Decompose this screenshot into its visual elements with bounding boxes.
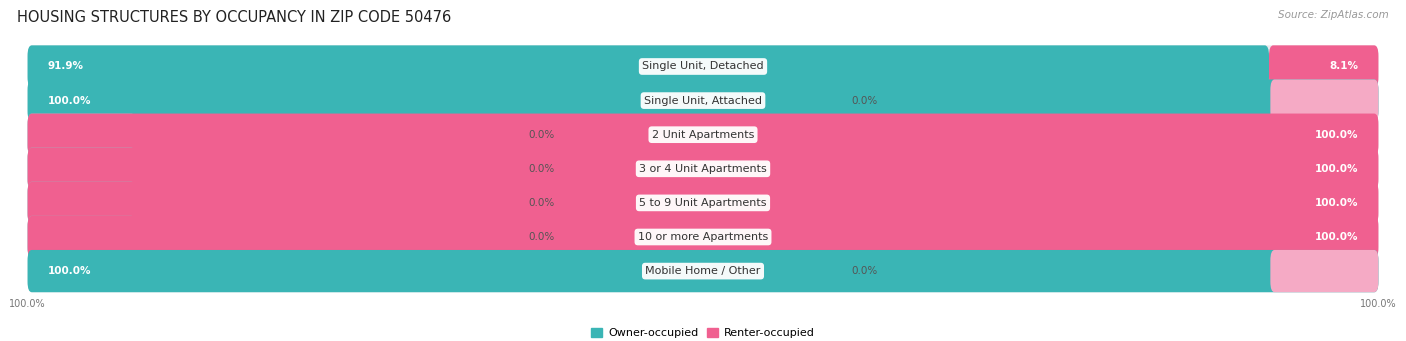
- Text: Single Unit, Attached: Single Unit, Attached: [644, 95, 762, 106]
- FancyBboxPatch shape: [28, 250, 1378, 292]
- Text: 10 or more Apartments: 10 or more Apartments: [638, 232, 768, 242]
- FancyBboxPatch shape: [28, 114, 1378, 156]
- FancyBboxPatch shape: [28, 216, 1378, 258]
- FancyBboxPatch shape: [28, 216, 1378, 258]
- FancyBboxPatch shape: [28, 79, 1378, 122]
- FancyBboxPatch shape: [28, 182, 1378, 224]
- FancyBboxPatch shape: [28, 148, 1378, 190]
- Text: Single Unit, Detached: Single Unit, Detached: [643, 61, 763, 72]
- Text: 0.0%: 0.0%: [852, 266, 877, 276]
- FancyBboxPatch shape: [28, 114, 135, 156]
- Text: 0.0%: 0.0%: [529, 198, 554, 208]
- Text: 0.0%: 0.0%: [529, 164, 554, 174]
- Text: 100.0%: 100.0%: [1315, 198, 1358, 208]
- Text: 100.0%: 100.0%: [48, 95, 91, 106]
- Text: Mobile Home / Other: Mobile Home / Other: [645, 266, 761, 276]
- FancyBboxPatch shape: [28, 45, 1378, 88]
- Text: 0.0%: 0.0%: [529, 232, 554, 242]
- FancyBboxPatch shape: [28, 216, 135, 258]
- FancyBboxPatch shape: [28, 148, 135, 190]
- Text: 0.0%: 0.0%: [852, 95, 877, 106]
- FancyBboxPatch shape: [1271, 250, 1378, 292]
- Text: 3 or 4 Unit Apartments: 3 or 4 Unit Apartments: [640, 164, 766, 174]
- FancyBboxPatch shape: [1270, 45, 1378, 88]
- FancyBboxPatch shape: [28, 79, 1378, 122]
- Text: Source: ZipAtlas.com: Source: ZipAtlas.com: [1278, 10, 1389, 20]
- Text: 91.9%: 91.9%: [48, 61, 84, 72]
- Text: 100.0%: 100.0%: [1315, 164, 1358, 174]
- Legend: Owner-occupied, Renter-occupied: Owner-occupied, Renter-occupied: [586, 323, 820, 341]
- FancyBboxPatch shape: [1271, 79, 1378, 122]
- FancyBboxPatch shape: [28, 182, 1378, 224]
- Text: 5 to 9 Unit Apartments: 5 to 9 Unit Apartments: [640, 198, 766, 208]
- Text: 8.1%: 8.1%: [1329, 61, 1358, 72]
- Text: 100.0%: 100.0%: [1315, 130, 1358, 140]
- Text: 100.0%: 100.0%: [48, 266, 91, 276]
- FancyBboxPatch shape: [28, 45, 1270, 88]
- FancyBboxPatch shape: [28, 114, 1378, 156]
- Text: HOUSING STRUCTURES BY OCCUPANCY IN ZIP CODE 50476: HOUSING STRUCTURES BY OCCUPANCY IN ZIP C…: [17, 10, 451, 25]
- Text: 100.0%: 100.0%: [1315, 232, 1358, 242]
- Text: 2 Unit Apartments: 2 Unit Apartments: [652, 130, 754, 140]
- FancyBboxPatch shape: [28, 148, 1378, 190]
- FancyBboxPatch shape: [28, 250, 1378, 292]
- FancyBboxPatch shape: [28, 182, 135, 224]
- Text: 0.0%: 0.0%: [529, 130, 554, 140]
